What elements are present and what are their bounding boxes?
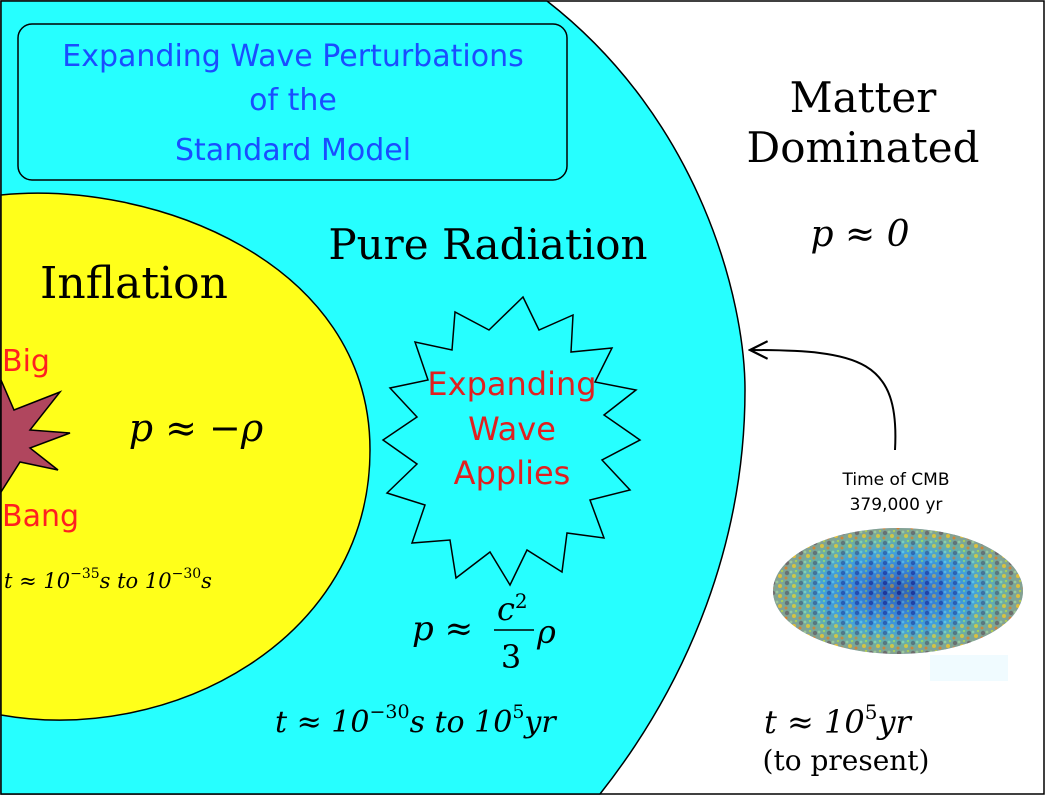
title-line1: Expanding Wave Perturbations — [62, 39, 523, 74]
matter-time-line1: t ≈ 105yr — [764, 700, 913, 741]
bang-label: Bang — [2, 499, 79, 534]
radiation-time-base: t ≈ 10 — [275, 705, 369, 740]
burst-line1: Expanding — [427, 365, 596, 403]
radiation-eq-num: c2 — [497, 589, 528, 628]
matter-time-base: t ≈ 10 — [764, 703, 865, 741]
inflation-time-mid: s to 10 — [100, 569, 172, 593]
inflation-time-base: t ≈ 10 — [4, 569, 70, 593]
inflation-time-unit: s — [201, 569, 212, 593]
title-box — [17, 23, 568, 181]
burst-line2: Wave — [468, 410, 556, 448]
matter-time-exp: 5 — [865, 700, 878, 724]
radiation-time-exp1: −30 — [369, 701, 409, 723]
matter-heading-line1: Matter — [790, 73, 938, 122]
big-bang-star-icon — [0, 379, 71, 495]
matter-heading-line2: Dominated — [747, 123, 980, 172]
inflation-time: t ≈ 10−35s to 10−30s — [4, 566, 212, 593]
cmb-label-line2: 379,000 yr — [850, 495, 943, 515]
radiation-eq-den: 3 — [501, 638, 521, 676]
matter-equation: p ≈ 0 — [811, 214, 910, 255]
radiation-eq-c: c — [497, 590, 515, 628]
radiation-time-exp2: 5 — [512, 701, 524, 723]
inflation-heading: Inflation — [40, 258, 228, 309]
radiation-time-mid: s to 10 — [410, 705, 513, 740]
radiation-time-unit: yr — [522, 705, 557, 740]
radiation-eq-c-exp: 2 — [515, 589, 528, 613]
cmb-map-shade — [773, 528, 1023, 654]
burst-line3: Applies — [454, 454, 571, 492]
cmb-map-bg — [930, 655, 1008, 681]
inflation-time-exp2: −30 — [172, 566, 202, 582]
radiation-time: t ≈ 10−30s to 105yr — [275, 701, 557, 740]
cmb-arrow — [750, 350, 897, 451]
radiation-eq-rho: ρ — [536, 613, 556, 651]
matter-time-unit: yr — [875, 703, 912, 741]
matter-time-line2: (to present) — [763, 744, 930, 777]
big-label: Big — [2, 344, 50, 379]
inflation-time-exp1: −35 — [70, 566, 100, 582]
inflation-equation: p ≈ −ρ — [129, 406, 264, 450]
title-line2: of the — [249, 83, 337, 118]
inflation-region — [0, 192, 371, 721]
title-line3: Standard Model — [175, 133, 411, 168]
radiation-eq-p: p ≈ — [412, 609, 473, 649]
expanding-wave-burst — [381, 295, 642, 587]
cmb-label-line1: Time of CMB — [842, 470, 950, 490]
radiation-heading: Pure Radiation — [328, 220, 647, 269]
